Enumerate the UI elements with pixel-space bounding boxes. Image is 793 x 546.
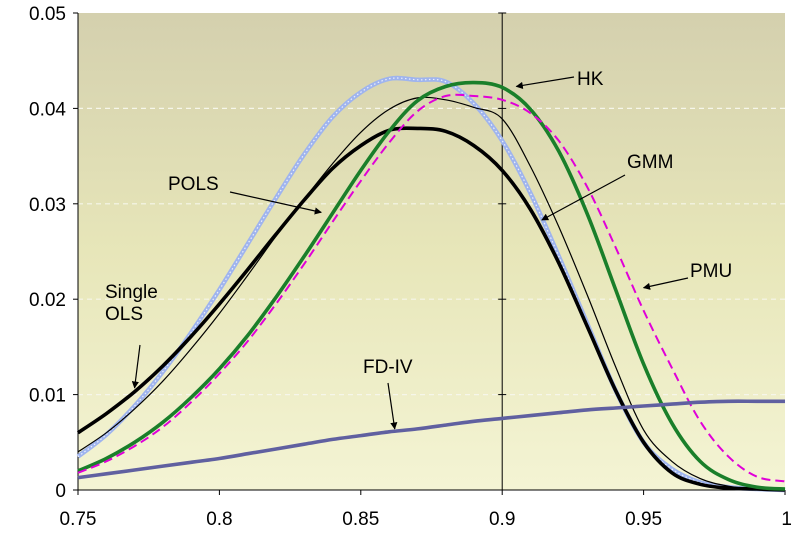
annotation-gmm-label: GMM — [627, 152, 673, 173]
annotation-pols-arrow — [229, 191, 322, 215]
annotation-pols-label: POLS — [168, 174, 219, 195]
series-fd-iv-line — [77, 399, 785, 480]
y-tick-label: 0.03 — [29, 195, 66, 216]
series-pmu-line — [77, 93, 786, 483]
plot-background — [78, 13, 785, 490]
y-tick-label: 0.05 — [29, 4, 66, 25]
x-tick-label: 1 — [781, 509, 792, 530]
tick-labels: 0 0.01 0.02 0.03 0.04 0.05 0.75 0.8 0.85 0.9 0.95 1 — [29, 4, 792, 530]
annotation-fd-iv-label: FD-IV — [363, 357, 413, 378]
gridlines — [78, 107, 785, 396]
x-tick-label: 0.75 — [60, 509, 97, 530]
series-pols-texture — [77, 77, 786, 491]
series-hk-line — [77, 80, 786, 491]
x-tick-label: 0.9 — [489, 509, 515, 530]
series-single-ols-line — [76, 126, 786, 492]
annotation-single-ols-arrow — [131, 344, 141, 389]
plot-area — [78, 13, 785, 490]
annotations: HK GMM PMU POLS Single OLS FD-IV — [105, 69, 732, 430]
y-tick-label: 0.04 — [29, 99, 66, 120]
x-tick-label: 0.95 — [625, 509, 662, 530]
annotation-hk-arrow — [515, 76, 575, 89]
x-tick-label: 0.85 — [342, 509, 379, 530]
annotation-pmu-label: PMU — [690, 261, 732, 282]
x-tick-label: 0.8 — [206, 509, 232, 530]
annotation-gmm-arrow — [541, 174, 626, 221]
series-gmm-line — [77, 96, 786, 491]
annotation-fd-iv-arrow — [387, 382, 398, 430]
annotation-pmu-arrow — [642, 277, 689, 290]
annotation-hk-label: HK — [577, 69, 604, 90]
y-tick-label: 0 — [55, 481, 66, 502]
series-lines — [76, 75, 786, 493]
axes — [73, 12, 786, 495]
y-tick-label: 0.01 — [29, 386, 66, 407]
annotation-single-ols-label: Single OLS — [105, 282, 158, 325]
y-tick-label: 0.02 — [29, 290, 66, 311]
